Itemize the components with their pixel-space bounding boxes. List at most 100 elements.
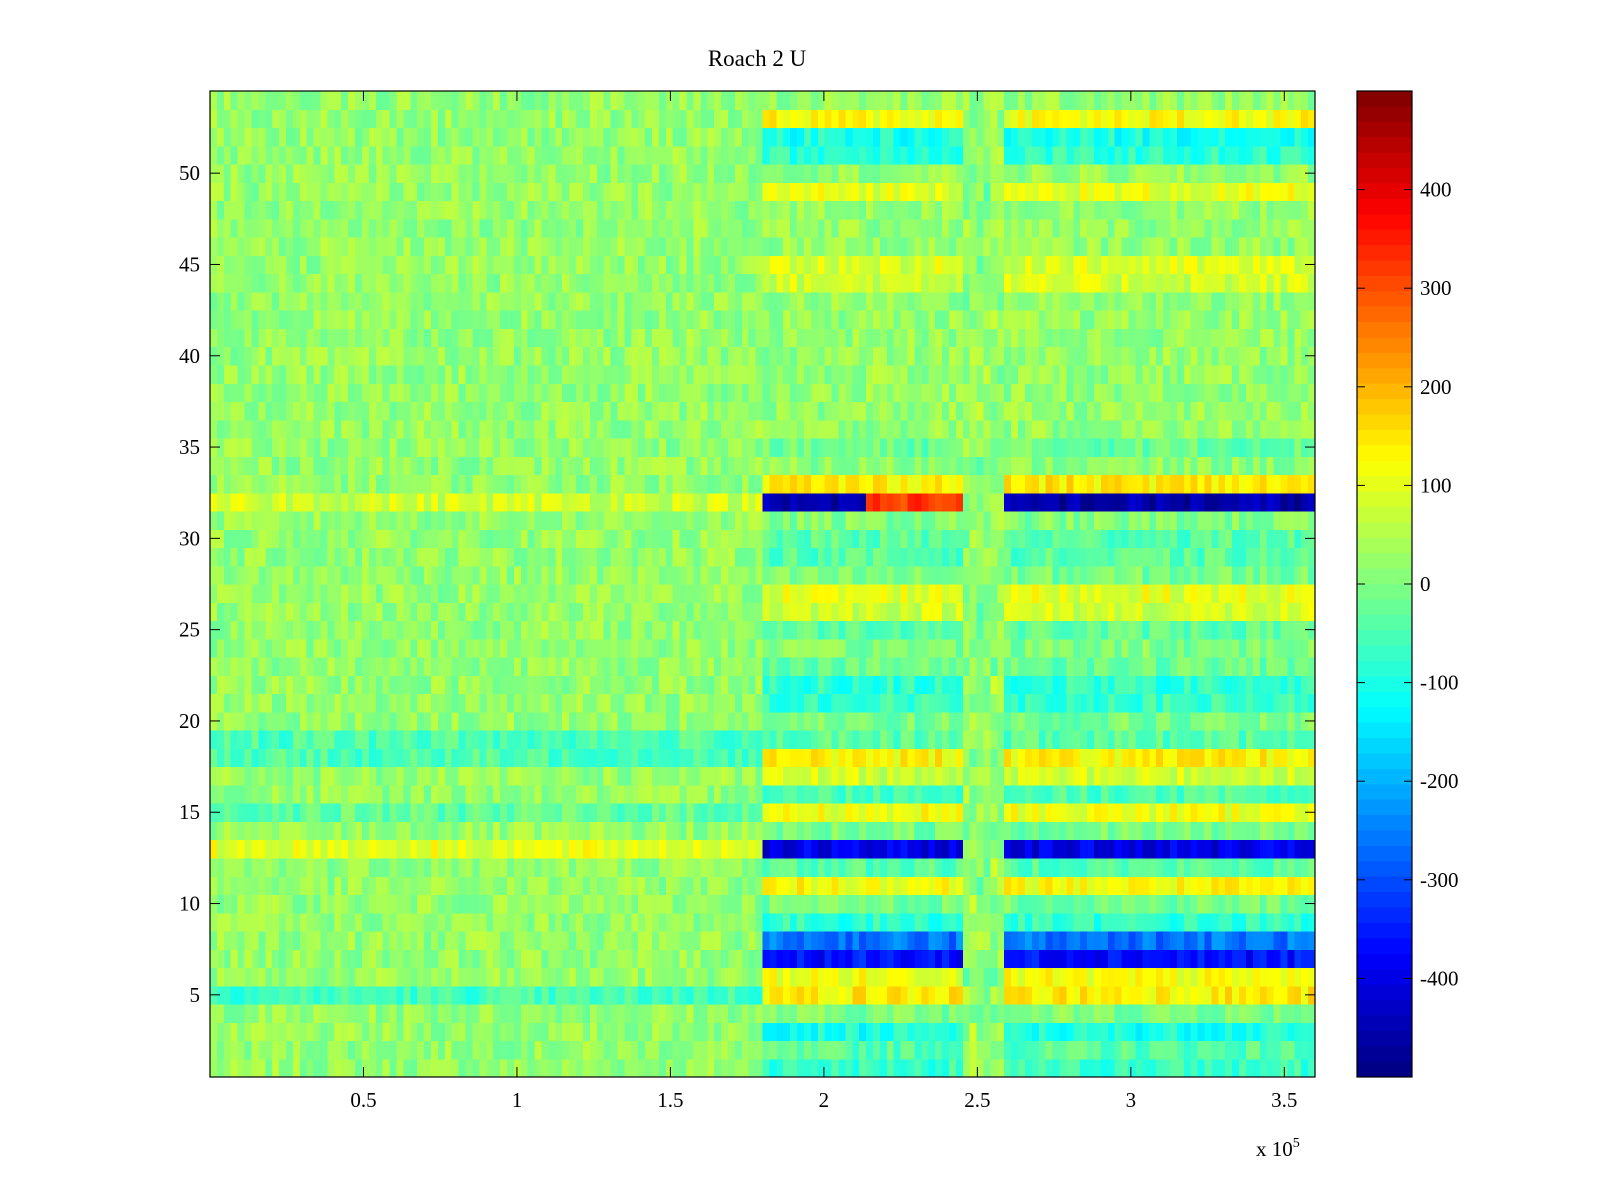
heatmap-cell: [624, 930, 632, 950]
heatmap-cell: [368, 1022, 377, 1042]
heatmap-cell: [1004, 547, 1012, 567]
heatmap-cell: [541, 748, 550, 768]
heatmap-cell: [444, 547, 453, 567]
heatmap-cell: [1142, 766, 1150, 786]
heatmap-cell: [458, 565, 467, 585]
heatmap-cell: [638, 675, 646, 695]
heatmap-cell: [803, 803, 812, 822]
heatmap-cell: [1052, 510, 1061, 530]
heatmap-cell: [1066, 1003, 1074, 1023]
heatmap-cell: [658, 510, 667, 530]
heatmap-cell: [1059, 657, 1067, 676]
heatmap-cell: [852, 839, 860, 859]
heatmap-cell: [610, 766, 619, 786]
heatmap-cell: [1100, 912, 1109, 932]
heatmap-cell: [1107, 1022, 1116, 1042]
heatmap-cell: [589, 1058, 598, 1078]
heatmap-cell: [921, 1040, 929, 1060]
heatmap-cell: [272, 657, 280, 676]
heatmap-cell: [541, 638, 550, 658]
heatmap-cell: [506, 565, 515, 585]
heatmap-cell: [1135, 930, 1143, 950]
heatmap-cell: [1149, 766, 1157, 786]
heatmap-cell: [1169, 748, 1178, 768]
heatmap-cell: [893, 821, 902, 841]
heatmap-cell: [1080, 839, 1088, 859]
heatmap-cell: [500, 949, 508, 969]
heatmap-cell: [886, 1058, 895, 1078]
heatmap-cell: [368, 876, 377, 896]
heatmap-cell: [1163, 766, 1171, 786]
heatmap-cell: [1156, 510, 1164, 530]
heatmap-cell: [1100, 857, 1109, 877]
heatmap-cell: [914, 784, 922, 804]
heatmap-cell: [1114, 985, 1123, 1005]
heatmap-cell: [541, 912, 550, 932]
heatmap-cell: [506, 784, 515, 804]
heatmap-cell: [1149, 547, 1157, 567]
heatmap-cell: [1190, 638, 1199, 658]
heatmap-cell: [424, 949, 432, 969]
heatmap-cell: [665, 657, 674, 676]
heatmap-cell: [866, 638, 874, 658]
heatmap-cell: [741, 967, 750, 987]
heatmap-cell: [375, 1040, 384, 1060]
heatmap-cell: [638, 657, 646, 676]
heatmap-cell: [1031, 620, 1040, 640]
heatmap-cell: [852, 748, 860, 768]
heatmap-cell: [1114, 967, 1123, 987]
heatmap-cell: [1038, 1003, 1047, 1023]
heatmap-cell: [665, 1040, 674, 1060]
heatmap-cell: [361, 894, 370, 914]
heatmap-cell: [223, 565, 232, 585]
heatmap-cell: [803, 510, 812, 530]
heatmap-cell: [990, 565, 998, 585]
heatmap-cell: [1232, 584, 1240, 603]
heatmap-cell: [1266, 657, 1275, 676]
heatmap-cell: [1239, 657, 1247, 676]
heatmap-cell: [1100, 1003, 1109, 1023]
heatmap-cell: [948, 985, 957, 1005]
heatmap-cell: [334, 620, 342, 640]
heatmap-cell: [610, 748, 619, 768]
heatmap-cell: [1121, 638, 1130, 658]
heatmap-cell: [1259, 657, 1268, 676]
heatmap-cell: [769, 967, 777, 987]
heatmap-cell: [762, 748, 771, 768]
heatmap-cell: [672, 1022, 681, 1042]
heatmap-cell: [589, 748, 598, 768]
heatmap-cell: [1018, 529, 1026, 549]
heatmap-cell: [776, 730, 784, 749]
heatmap-cell: [244, 784, 253, 804]
heatmap-cell: [1073, 675, 1081, 695]
heatmap-cell: [893, 766, 902, 786]
heatmap-cell: [1052, 529, 1061, 549]
heatmap-cell: [1169, 693, 1178, 713]
heatmap-cell: [210, 967, 218, 987]
heatmap-cell: [548, 748, 556, 768]
heatmap-cell: [506, 675, 515, 695]
heatmap-cell: [513, 730, 522, 749]
heatmap-cell: [1211, 657, 1219, 676]
heatmap-cell: [1149, 985, 1157, 1005]
heatmap-cell: [237, 620, 246, 640]
heatmap-cell: [866, 620, 874, 640]
heatmap-cell: [852, 584, 860, 603]
heatmap-cell: [1308, 1058, 1316, 1078]
heatmap-cell: [576, 693, 584, 713]
heatmap-cell: [658, 949, 667, 969]
heatmap-cell: [1080, 821, 1088, 841]
heatmap-cell: [817, 1040, 826, 1060]
heatmap-cell: [258, 894, 266, 914]
heatmap-cell: [810, 766, 819, 786]
heatmap-cell: [1073, 967, 1081, 987]
heatmap-cell: [382, 547, 391, 567]
heatmap-cell: [479, 985, 487, 1005]
heatmap-cell: [576, 529, 584, 549]
heatmap-cell: [1197, 547, 1206, 567]
heatmap-cell: [955, 620, 964, 640]
heatmap-cell: [610, 1058, 619, 1078]
heatmap-cell: [548, 839, 556, 859]
heatmap-cell: [265, 675, 273, 695]
heatmap-cell: [1011, 510, 1019, 530]
